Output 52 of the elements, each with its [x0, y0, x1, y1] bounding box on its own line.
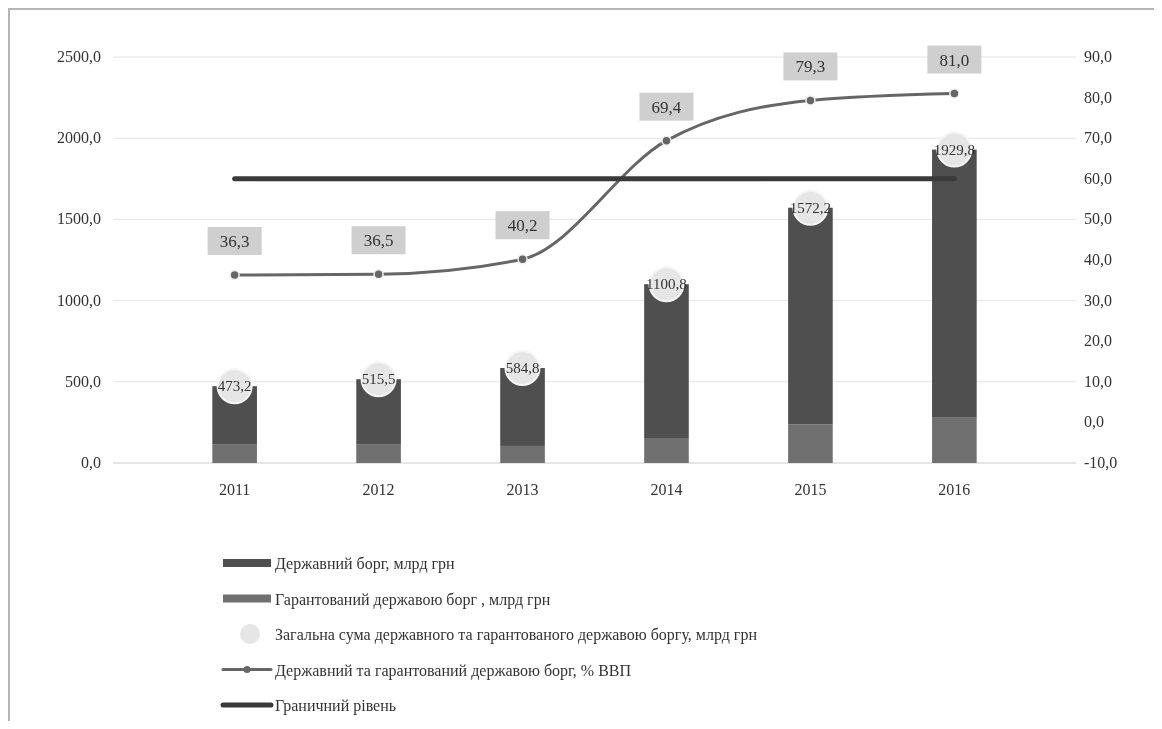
y2-tick-label: 60,0 [1084, 169, 1112, 187]
y2-tick-label: 40,0 [1084, 251, 1112, 268]
y2-tick-label: 20,0 [1084, 332, 1112, 350]
point [805, 95, 816, 106]
bar [212, 444, 257, 463]
bar [356, 444, 401, 463]
data-label: 473,2 [217, 378, 252, 395]
y-tick-label: 2500,0 [57, 48, 101, 65]
data-label: 81,0 [939, 50, 970, 70]
y2-tick-label: 10,0 [1084, 372, 1112, 390]
point [517, 253, 528, 265]
data-label: 69,4 [651, 97, 682, 117]
legend-label: Гарантований державою борг , млрд грн [275, 590, 551, 609]
point [661, 135, 672, 146]
bar [500, 445, 545, 463]
y2-tick-label: 50,0 [1084, 210, 1112, 228]
data-label: 515,5 [361, 371, 396, 388]
data-label: 1100,8 [646, 276, 687, 293]
x-tick-label: 2012 [362, 481, 395, 498]
data-label: 36,3 [219, 232, 250, 252]
data-label: 40,2 [507, 216, 538, 236]
y-tick-label: 500,0 [65, 372, 101, 390]
x-tick-label: 2016 [938, 481, 971, 498]
y-tick-label: 2000,0 [57, 129, 101, 147]
y2-tick-label: 70,0 [1084, 129, 1112, 147]
data-label: 36,5 [363, 231, 394, 251]
y-tick-label: 0,0 [81, 454, 101, 471]
y2-tick-label: 80,0 [1084, 88, 1112, 106]
legend-label: Граничний рівень [275, 697, 397, 715]
y2-tick-label: 30,0 [1084, 291, 1112, 309]
bar [644, 437, 689, 463]
data-label: 79,3 [795, 57, 826, 77]
bar [788, 424, 833, 463]
x-tick-label: 2014 [650, 481, 683, 498]
y2-tick-label: -10,0 [1084, 454, 1118, 471]
data-label: 1572,2 [789, 199, 832, 216]
y2-tick-label: 90,0 [1084, 48, 1112, 65]
data-label: 1929,8 [933, 141, 975, 158]
y-tick-label: 1500,0 [57, 210, 101, 228]
point [949, 88, 960, 99]
point [229, 269, 240, 281]
x-tick-label: 2011 [218, 481, 251, 498]
y-tick-label: 1000,0 [57, 291, 101, 309]
legend-label: Державний та гарантований державою борг, % ВВП [275, 661, 632, 680]
legend-label: Державний борг, млрд грн [275, 555, 456, 573]
y2-tick-label: 0,0 [1084, 413, 1104, 431]
point [373, 268, 384, 280]
legend-label: Загальна сума державного та гарантованого державою боргу, млрд грн [275, 626, 758, 644]
x-tick-label: 2015 [794, 481, 827, 498]
data-label: 584,8 [505, 360, 540, 377]
x-tick-label: 2013 [506, 481, 539, 498]
bar [932, 417, 977, 463]
